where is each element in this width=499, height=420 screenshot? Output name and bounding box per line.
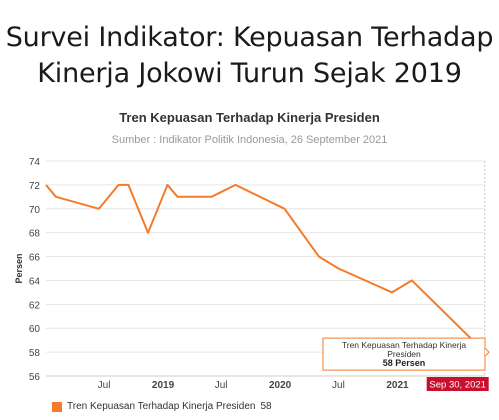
tooltip-series-name: Tren Kepuasan Terhadap Kinerja Presiden	[342, 340, 467, 359]
series-line[interactable]	[45, 183, 486, 353]
y-tick-label: 66	[29, 253, 41, 264]
headline-line-2: Kinerja Jokowi Turun Sejak 2019	[37, 58, 462, 89]
y-axis-label: Persen	[14, 253, 24, 283]
y-tick-label: 56	[29, 372, 41, 383]
date-badge	[426, 377, 489, 391]
y-tick-label: 64	[29, 276, 41, 287]
y-tick-label: 68	[29, 229, 41, 240]
x-tick-label: Jul	[98, 380, 111, 391]
x-tick-label: 2021	[386, 380, 409, 391]
headline-line-1: Survei Indikator: Kepuasan Terhadap	[5, 22, 494, 53]
y-tick-label: 60	[29, 324, 41, 335]
x-tick-label: Jul	[332, 380, 345, 391]
x-tick-label: 2019	[152, 380, 175, 391]
y-tick-label: 62	[29, 300, 41, 311]
y-tick-label: 72	[29, 181, 41, 192]
x-tick-label: Jul	[215, 380, 228, 391]
tooltip-value: 58 Persen	[383, 358, 426, 368]
tooltip-pointer-icon	[484, 347, 490, 357]
legend-value: 58	[260, 401, 272, 412]
y-tick-label: 74	[29, 157, 41, 168]
headline: Survei Indikator: Kepuasan Terhadap Kine…	[0, 20, 499, 92]
y-tick-label: 70	[29, 205, 41, 216]
legend-label: Tren Kepuasan Terhadap Kinerja Presiden	[67, 401, 256, 412]
chart-legend[interactable]: Tren Kepuasan Terhadap Kinerja Presiden …	[52, 401, 272, 412]
y-tick-label: 58	[29, 348, 41, 359]
tooltip-box	[322, 337, 486, 371]
x-tick-label: 2020	[269, 380, 292, 391]
chart-subtitle: Sumber : Indikator Politik Indonesia, 26…	[111, 134, 388, 146]
date-badge-label: Sep 30, 2021	[429, 380, 486, 391]
chart-title: Tren Kepuasan Terhadap Kinerja Presiden	[119, 110, 380, 125]
legend-swatch-icon	[52, 401, 62, 412]
